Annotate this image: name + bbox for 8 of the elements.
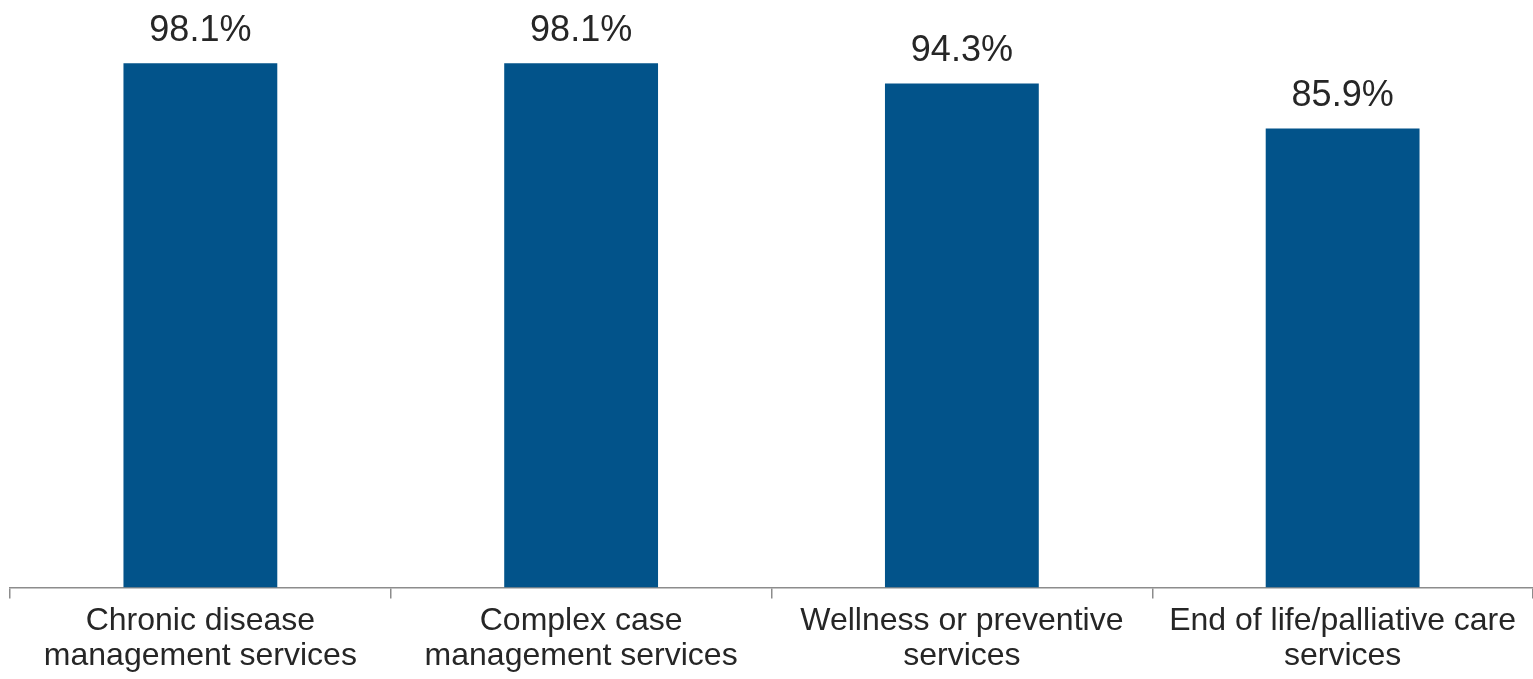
data-label: 98.1% [530,8,633,50]
x-tick-label: Chronic disease management services [43,601,357,673]
data-label: 98.1% [149,8,252,50]
x-tick-label: Wellness or preventive services [800,601,1124,673]
data-label: 85.9% [1291,73,1394,115]
data-label: 94.3% [910,28,1013,70]
x-tick-label: End of life/palliative care services [1169,601,1517,673]
x-tick-label: Complex case management services [424,601,738,673]
